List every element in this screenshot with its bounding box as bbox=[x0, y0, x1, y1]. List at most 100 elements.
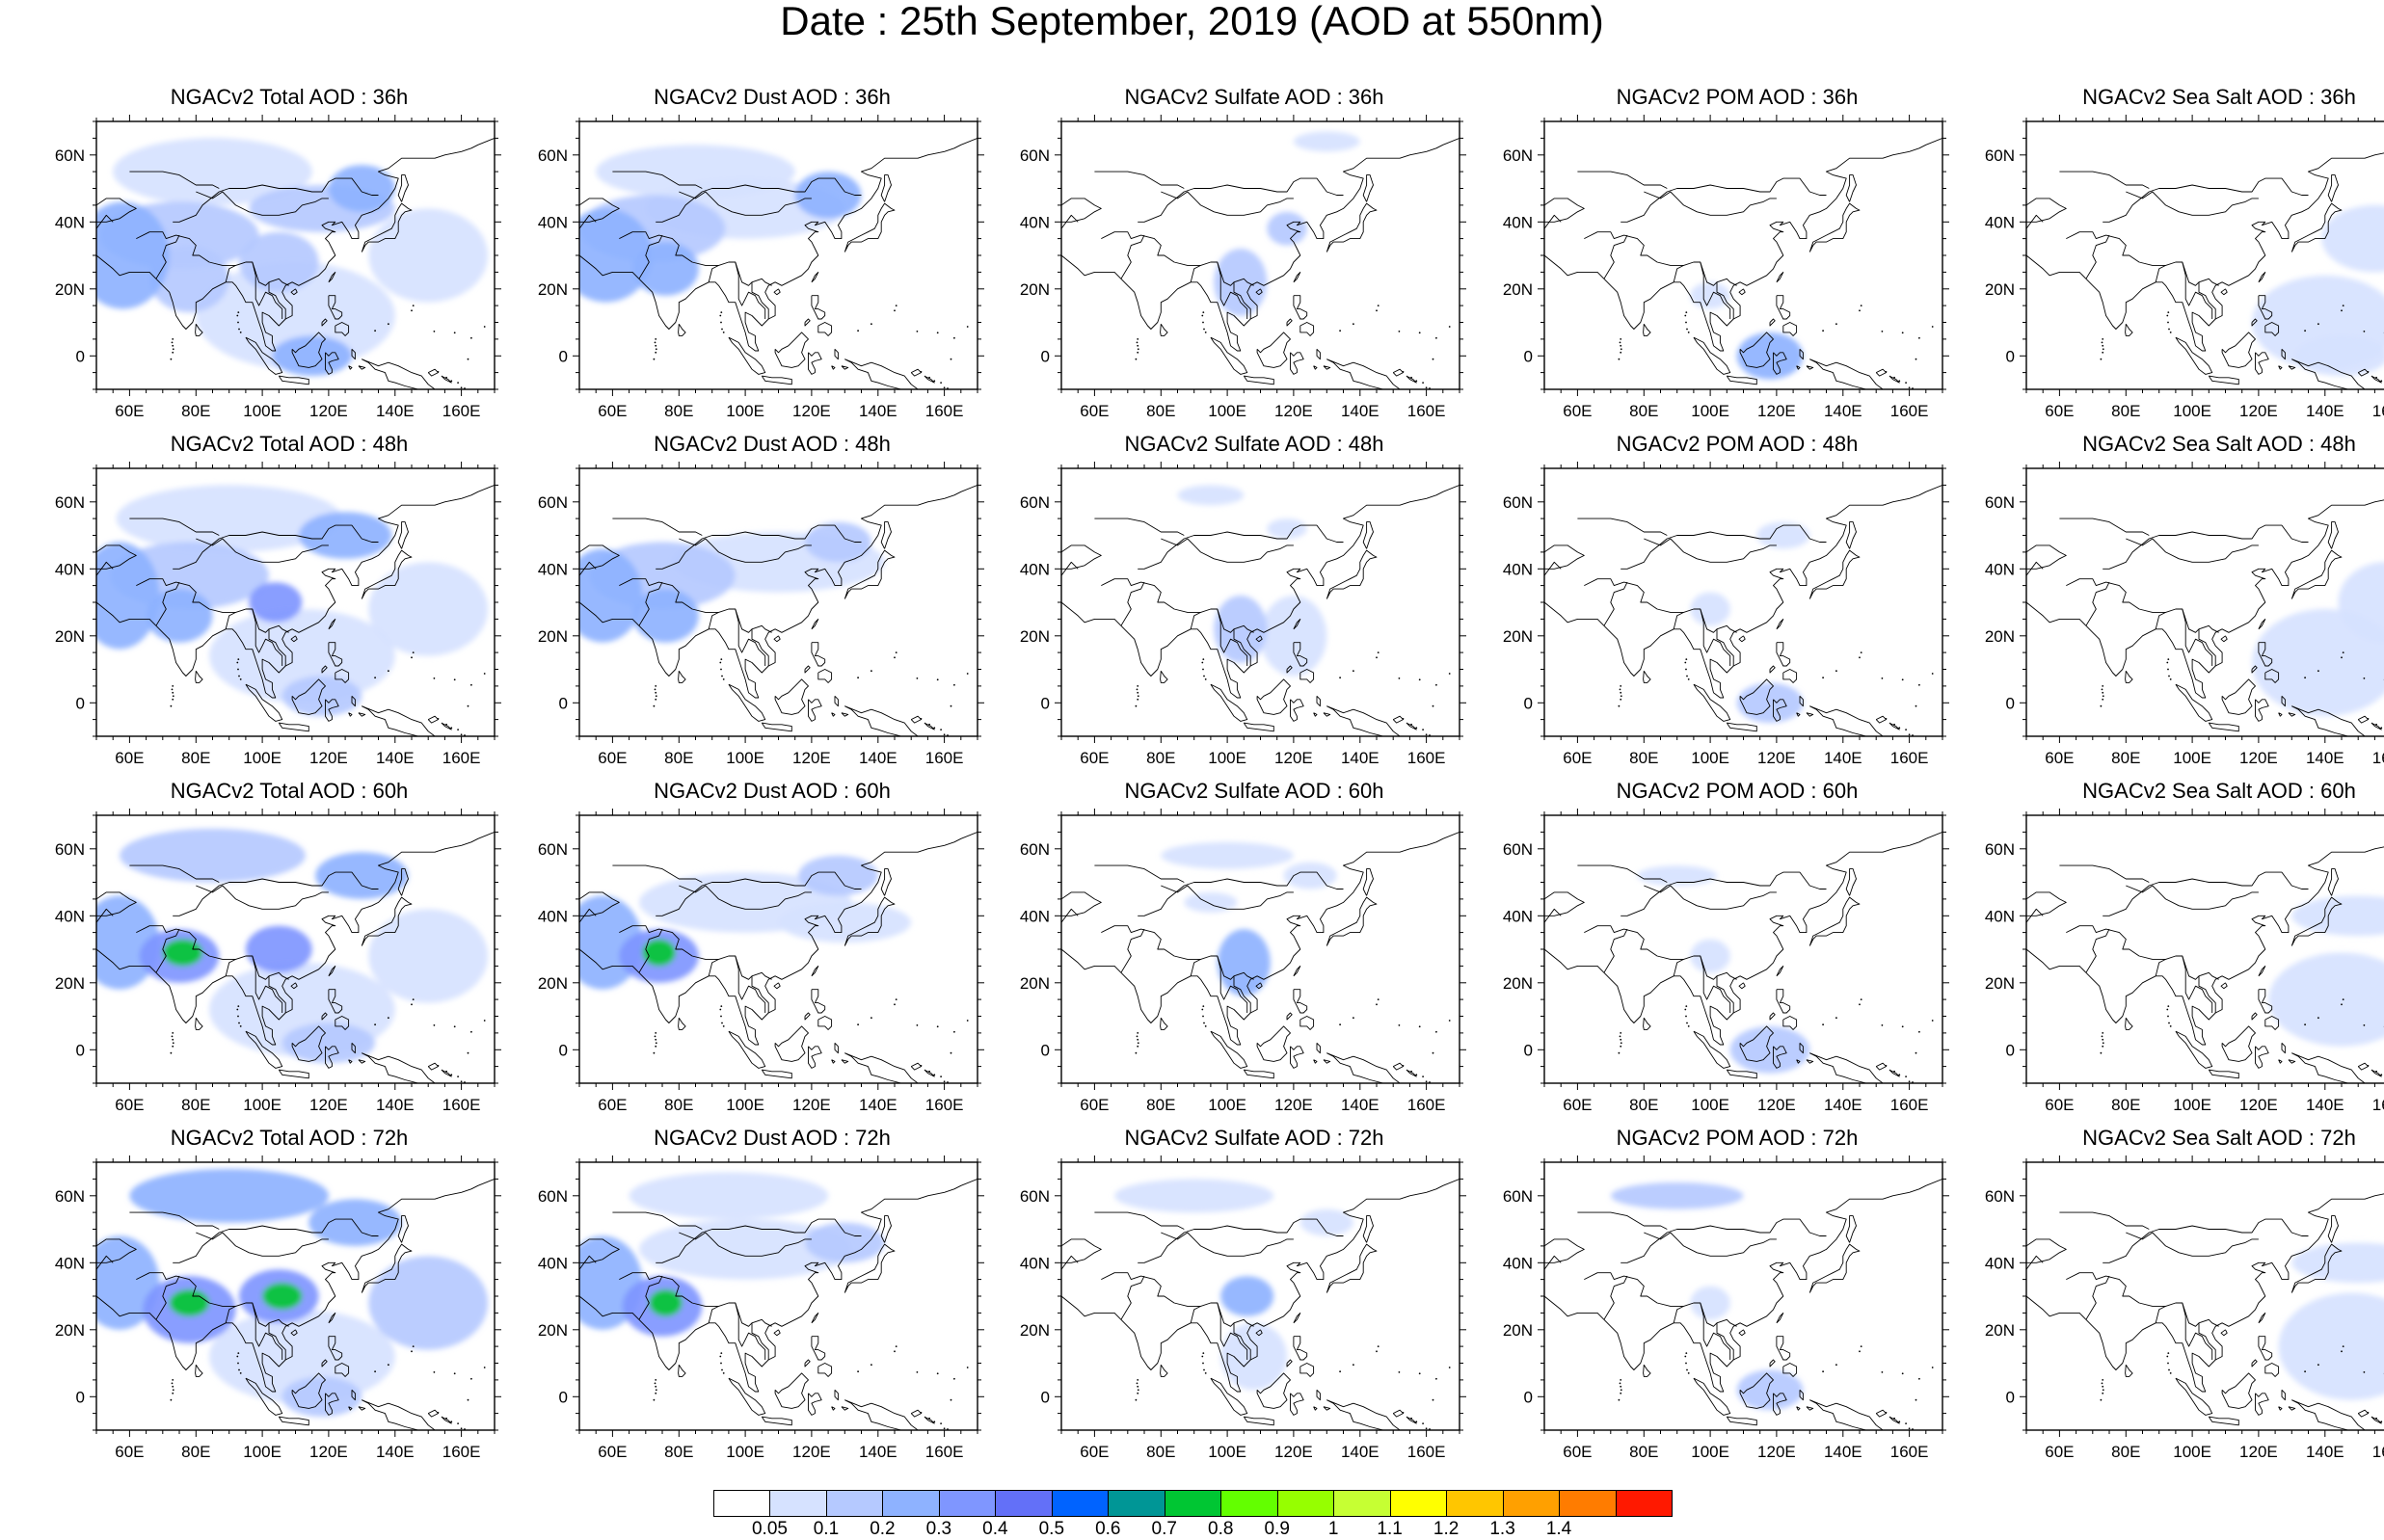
island-dot bbox=[1918, 684, 1920, 686]
island-dot bbox=[1932, 1020, 1934, 1022]
island-dot bbox=[1685, 1016, 1687, 1018]
island-dot bbox=[1138, 1042, 1139, 1044]
lat-tick-label: 40N bbox=[1985, 213, 2015, 231]
lon-tick-label: 60E bbox=[1563, 1443, 1592, 1461]
island-dot bbox=[1620, 689, 1621, 691]
island-dot bbox=[1822, 1370, 1824, 1372]
lat-tick-label: 0 bbox=[1524, 694, 1533, 712]
island-dot bbox=[1918, 337, 1920, 339]
lon-tick-label: 80E bbox=[664, 1443, 693, 1461]
island-dot bbox=[388, 1364, 389, 1366]
island-dot bbox=[894, 309, 896, 311]
island-dot bbox=[1202, 1016, 1204, 1018]
island-dot bbox=[2102, 699, 2103, 701]
lat-tick-label: 20N bbox=[1985, 627, 2015, 646]
lat-tick-label: 40N bbox=[1020, 560, 1050, 578]
island-dot bbox=[944, 1427, 946, 1429]
island-dot bbox=[497, 332, 499, 333]
aod-blob bbox=[1294, 131, 1360, 151]
lon-tick-label: 80E bbox=[181, 1096, 210, 1114]
lon-tick-label: 100E bbox=[1208, 1096, 1246, 1114]
lon-tick-label: 60E bbox=[2045, 402, 2074, 420]
lat-tick-label: 0 bbox=[1041, 694, 1050, 712]
lat-tick-label: 20N bbox=[1020, 1321, 1050, 1340]
lon-tick-label: 80E bbox=[1146, 749, 1175, 767]
island-dot bbox=[2102, 1046, 2103, 1048]
lon-tick-label: 120E bbox=[309, 1443, 348, 1461]
island-dot bbox=[1909, 733, 1911, 735]
lon-tick-label: 100E bbox=[726, 749, 764, 767]
lat-tick-label: 60N bbox=[55, 840, 85, 859]
lon-tick-label: 100E bbox=[1208, 1443, 1246, 1461]
island-dot bbox=[1620, 699, 1621, 701]
island-dot bbox=[450, 380, 452, 382]
island-dot bbox=[2101, 1052, 2103, 1054]
lat-tick-label: 0 bbox=[76, 1041, 85, 1059]
lon-tick-label: 140E bbox=[859, 1443, 897, 1461]
island-dot bbox=[2102, 338, 2103, 340]
island-dot bbox=[1886, 1065, 1888, 1067]
colorbar-swatch bbox=[1052, 1490, 1109, 1517]
island-dot bbox=[237, 1016, 239, 1018]
island-dot bbox=[894, 656, 896, 658]
lat-tick-label: 0 bbox=[1041, 347, 1050, 365]
island-dot bbox=[1205, 1025, 1207, 1027]
island-dot bbox=[411, 1350, 413, 1352]
island-dot bbox=[1620, 1032, 1621, 1034]
lon-tick-label: 100E bbox=[243, 1443, 281, 1461]
island-dot bbox=[1835, 670, 1837, 672]
lon-tick-label: 100E bbox=[726, 1443, 764, 1461]
colorbar-swatch bbox=[1559, 1490, 1616, 1517]
colorbar-swatch bbox=[882, 1490, 939, 1517]
lon-tick-label: 80E bbox=[1146, 1096, 1175, 1114]
lat-tick-label: 20N bbox=[55, 1321, 85, 1340]
island-dot bbox=[1620, 1383, 1621, 1385]
island-dot bbox=[388, 670, 389, 672]
lon-tick-label: 160E bbox=[2372, 749, 2384, 767]
island-dot bbox=[723, 1025, 725, 1027]
island-dot bbox=[721, 329, 723, 331]
lon-tick-label: 100E bbox=[2173, 1096, 2211, 1114]
lon-tick-label: 80E bbox=[181, 402, 210, 420]
island-dot bbox=[933, 1074, 935, 1075]
aod-blob bbox=[632, 242, 699, 296]
island-dot bbox=[1685, 669, 1687, 671]
island-dot bbox=[172, 1379, 174, 1381]
aod-blob bbox=[629, 1173, 829, 1220]
island-dot bbox=[1684, 1009, 1686, 1011]
island-dot bbox=[2166, 1009, 2168, 1011]
island-dot bbox=[1136, 358, 1138, 360]
island-dot bbox=[2343, 305, 2344, 306]
island-dot bbox=[388, 1017, 389, 1019]
island-dot bbox=[2364, 1024, 2366, 1026]
colorbar-swatch bbox=[1277, 1490, 1334, 1517]
island-dot bbox=[1136, 1399, 1138, 1401]
island-dot bbox=[411, 1003, 413, 1005]
lat-tick-label: 60N bbox=[55, 1187, 85, 1206]
lon-tick-label: 160E bbox=[925, 749, 964, 767]
island-dot bbox=[896, 651, 897, 653]
lat-tick-label: 60N bbox=[1503, 840, 1533, 859]
island-dot bbox=[461, 1427, 463, 1429]
island-dot bbox=[2102, 692, 2103, 694]
lon-tick-label: 60E bbox=[1563, 1096, 1592, 1114]
island-dot bbox=[1822, 1023, 1824, 1025]
island-dot bbox=[1886, 718, 1888, 720]
lat-tick-label: 40N bbox=[538, 907, 568, 925]
island-dot bbox=[237, 322, 239, 324]
island-dot bbox=[1353, 1017, 1354, 1019]
island-dot bbox=[413, 1345, 415, 1347]
lon-tick-label: 160E bbox=[1407, 1443, 1446, 1461]
island-dot bbox=[1861, 1345, 1862, 1347]
lon-tick-label: 140E bbox=[1824, 749, 1862, 767]
island-dot bbox=[2380, 380, 2382, 382]
lon-tick-label: 80E bbox=[181, 749, 210, 767]
island-dot bbox=[871, 1364, 872, 1366]
island-dot bbox=[1138, 1389, 1139, 1391]
lon-tick-label: 60E bbox=[2045, 1443, 2074, 1461]
